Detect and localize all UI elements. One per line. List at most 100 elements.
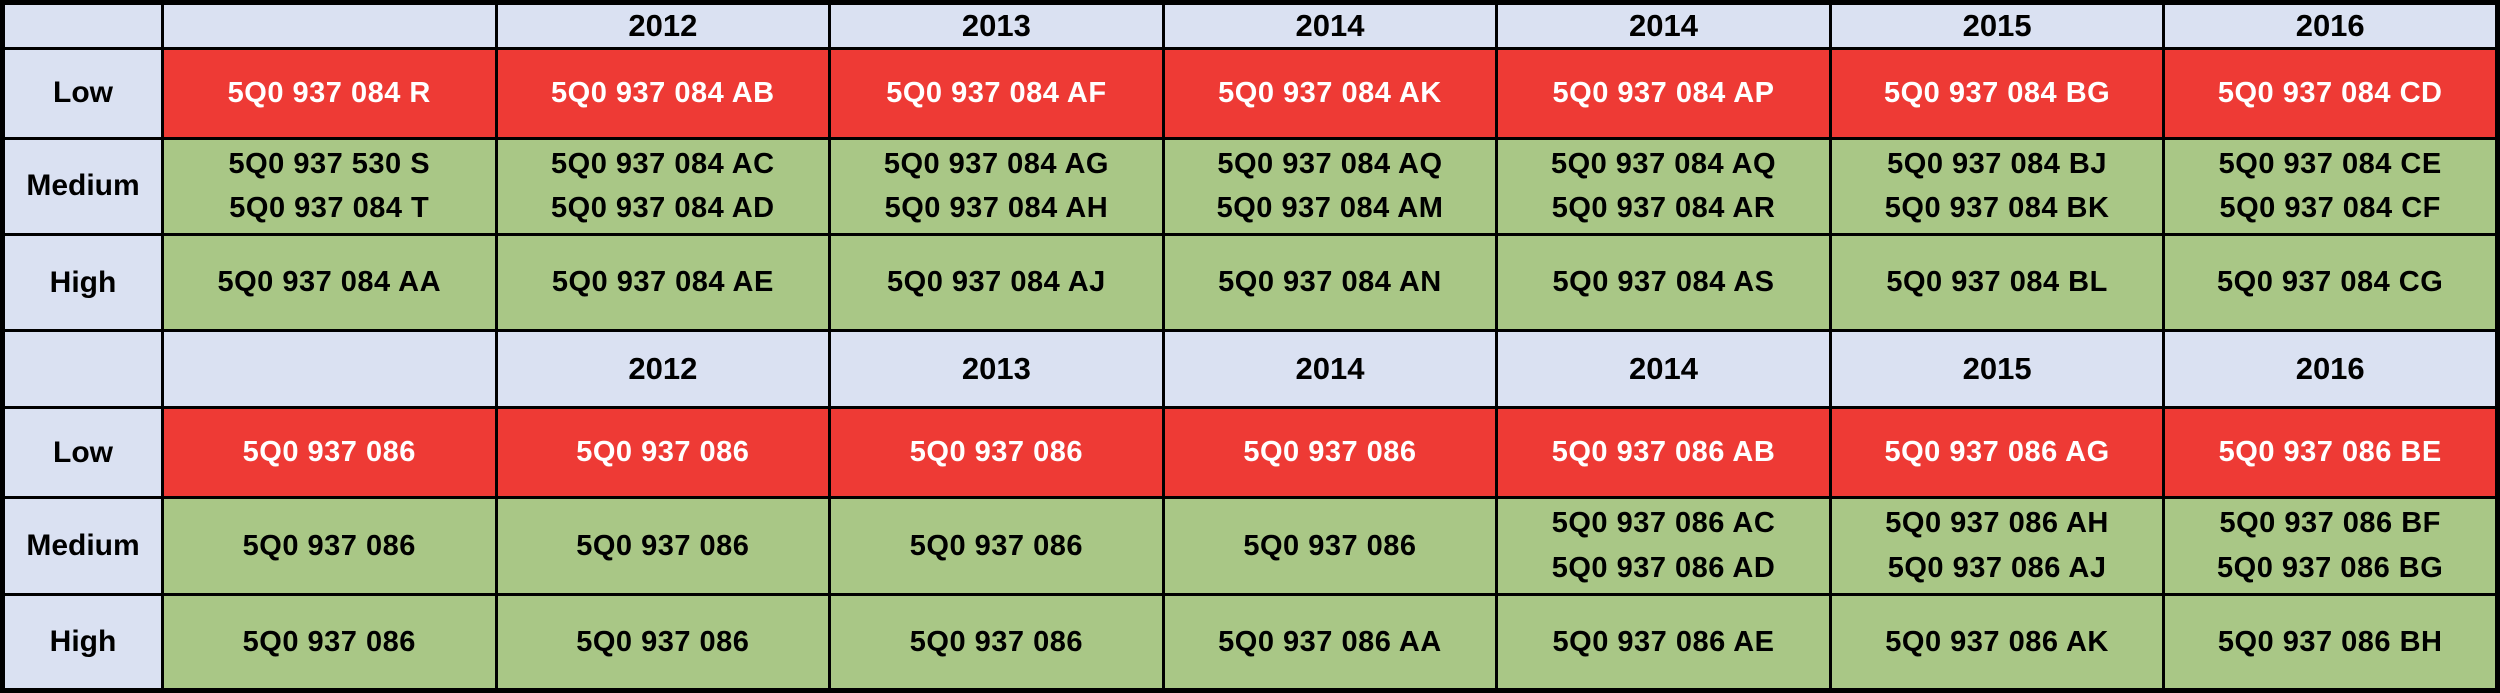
year-header-cell: 2014 xyxy=(1495,329,1832,410)
low-row: Low 5Q0 937 086 5Q0 937 086 5Q0 937 086 5Q0 … xyxy=(1,406,2499,500)
part-number-cell: 5Q0 937 084 BG xyxy=(1828,46,2166,140)
part-number: 5Q0 937 084 AR xyxy=(1551,192,1776,225)
part-number-cell: 5Q0 937 084 AC 5Q0 937 084 AD xyxy=(494,136,832,237)
part-number-cell: 5Q0 937 086 xyxy=(161,593,498,692)
medium-row: Medium 5Q0 937 086 5Q0 937 086 5Q0 937 086 5… xyxy=(1,496,2499,597)
part-number: 5Q0 937 086 xyxy=(576,625,750,658)
part-number: 5Q0 937 084 AJ xyxy=(887,266,1106,299)
part-number: 5Q0 937 084 CE xyxy=(2218,147,2442,180)
part-number-cell: 5Q0 937 086 xyxy=(494,593,832,692)
part-number: 5Q0 937 530 S xyxy=(228,147,431,180)
part-number: 5Q0 937 086 AK xyxy=(1885,625,2109,658)
part-number: 5Q0 937 084 AN xyxy=(1218,266,1442,299)
year-header-cell: 2015 xyxy=(1828,1,2166,50)
part-number-cell: 5Q0 937 086 xyxy=(828,406,1165,500)
part-number-cell: 5Q0 937 084 AF xyxy=(828,46,1165,140)
part-number-cell: 5Q0 937 086 xyxy=(494,496,832,597)
part-number-cell: 5Q0 937 084 CG xyxy=(2162,233,2499,333)
row-label-high: High xyxy=(1,233,164,333)
part-number-cell: 5Q0 937 086 BH xyxy=(2162,593,2499,692)
low-row: Low 5Q0 937 084 R 5Q0 937 084 AB 5Q0 937 08… xyxy=(1,46,2499,140)
part-number-cell: 5Q0 937 084 AJ xyxy=(828,233,1165,333)
part-number-cell: 5Q0 937 086 AK xyxy=(1828,593,2166,692)
medium-row: Medium 5Q0 937 530 S 5Q0 937 084 T 5Q0 937 … xyxy=(1,136,2499,237)
part-number: 5Q0 937 084 AQ xyxy=(1217,147,1443,180)
part-number-cell: 5Q0 937 530 S 5Q0 937 084 T xyxy=(161,136,498,237)
year-header-cell: 2014 xyxy=(1161,1,1499,50)
corner-cell xyxy=(1,1,164,50)
part-number: 5Q0 937 084 CD xyxy=(2217,76,2443,109)
part-number-cell: 5Q0 937 084 CE 5Q0 937 084 CF xyxy=(2162,136,2499,237)
row-label-low: Low xyxy=(1,46,164,140)
part-number-cell: 5Q0 937 086 AE xyxy=(1495,593,1832,692)
part-number: 5Q0 937 084 AB xyxy=(551,76,775,109)
part-number: 5Q0 937 086 BH xyxy=(2217,625,2443,658)
part-number: 5Q0 937 084 AS xyxy=(1552,266,1775,299)
row-label-medium: Medium xyxy=(1,136,164,237)
part-number-cell: 5Q0 937 086 AB xyxy=(1495,406,1832,500)
part-number: 5Q0 937 086 AJ xyxy=(1887,552,2107,585)
part-number-cell: 5Q0 937 086 BE xyxy=(2162,406,2499,500)
year-header-cell: 2016 xyxy=(2162,329,2499,410)
row-label-high: High xyxy=(1,593,164,692)
corner-cell xyxy=(1,329,164,410)
year-header-cell: 2013 xyxy=(828,329,1165,410)
part-number-cell: 5Q0 937 084 AB xyxy=(494,46,832,140)
high-row: High 5Q0 937 086 5Q0 937 086 5Q0 937 086 5Q0… xyxy=(1,593,2499,692)
part-number: 5Q0 937 084 BG xyxy=(1883,76,2111,109)
part-number: 5Q0 937 086 AH xyxy=(1885,507,2109,540)
part-number-cell: 5Q0 937 086 xyxy=(828,593,1165,692)
part-number-cell: 5Q0 937 084 AA xyxy=(161,233,498,333)
part-number-cell: 5Q0 937 086 xyxy=(828,496,1165,597)
empty-header-cell xyxy=(161,329,498,410)
part-number-cell: 5Q0 937 086 xyxy=(494,406,832,500)
part-number: 5Q0 937 086 AE xyxy=(1552,625,1775,658)
part-number: 5Q0 937 084 AP xyxy=(1552,76,1775,109)
part-number: 5Q0 937 084 AC xyxy=(551,147,775,180)
part-number: 5Q0 937 084 CG xyxy=(2217,266,2444,299)
part-number: 5Q0 937 086 xyxy=(242,625,416,658)
part-number-cell: 5Q0 937 086 AC 5Q0 937 086 AD xyxy=(1495,496,1832,597)
year-header-row: 2012 2013 2014 2014 2015 2016 xyxy=(1,1,2499,50)
part-number: 5Q0 937 084 CF xyxy=(2219,192,2441,225)
part-number-cell: 5Q0 937 084 AG 5Q0 937 084 AH xyxy=(828,136,1165,237)
part-number: 5Q0 937 086 AA xyxy=(1218,625,1442,658)
part-number: 5Q0 937 084 BK xyxy=(1884,192,2110,225)
year-header-cell: 2014 xyxy=(1495,1,1832,50)
part-number: 5Q0 937 084 BJ xyxy=(1887,147,2107,180)
row-label-medium: Medium xyxy=(1,496,164,597)
part-number-cell: 5Q0 937 084 AN xyxy=(1161,233,1499,333)
high-row: High 5Q0 937 084 AA 5Q0 937 084 AE 5Q0 937 … xyxy=(1,233,2499,333)
part-number-cell: 5Q0 937 086 xyxy=(161,496,498,597)
year-header-cell: 2015 xyxy=(1828,329,2166,410)
part-number: 5Q0 937 086 AD xyxy=(1551,552,1776,585)
part-number-cell: 5Q0 937 086 xyxy=(1161,406,1499,500)
part-number: 5Q0 937 084 AG xyxy=(883,147,1109,180)
part-number: 5Q0 937 084 T xyxy=(229,192,430,225)
year-header-cell: 2014 xyxy=(1161,329,1499,410)
part-number-cell: 5Q0 937 084 AQ 5Q0 937 084 AR xyxy=(1495,136,1832,237)
part-number-cell: 5Q0 937 086 xyxy=(161,406,498,500)
part-number: 5Q0 937 084 AQ xyxy=(1550,147,1777,180)
part-number: 5Q0 937 084 AK xyxy=(1218,76,1442,109)
part-number: 5Q0 937 086 AB xyxy=(1551,436,1776,469)
part-number-cell: 5Q0 937 084 BL xyxy=(1828,233,2166,333)
part-number-cell: 5Q0 937 084 AE xyxy=(494,233,832,333)
part-number: 5Q0 937 084 AM xyxy=(1216,192,1444,225)
part-number-cell: 5Q0 937 086 AA xyxy=(1161,593,1499,692)
part-number-cell: 5Q0 937 084 AK xyxy=(1161,46,1499,140)
part-number: 5Q0 937 084 AH xyxy=(884,192,1109,225)
part-number: 5Q0 937 086 AC xyxy=(1551,507,1776,540)
part-number: 5Q0 937 086 xyxy=(909,529,1083,562)
empty-header-cell xyxy=(161,1,498,50)
year-header-cell: 2012 xyxy=(494,329,832,410)
part-number: 5Q0 937 086 xyxy=(242,436,416,469)
part-number: 5Q0 937 084 AD xyxy=(551,192,775,225)
part-number: 5Q0 937 086 xyxy=(576,436,750,469)
part-number-cell: 5Q0 937 086 xyxy=(1161,496,1499,597)
part-number: 5Q0 937 086 xyxy=(242,529,416,562)
year-header-row: 2012 2013 2014 2014 2015 2016 xyxy=(1,329,2499,410)
